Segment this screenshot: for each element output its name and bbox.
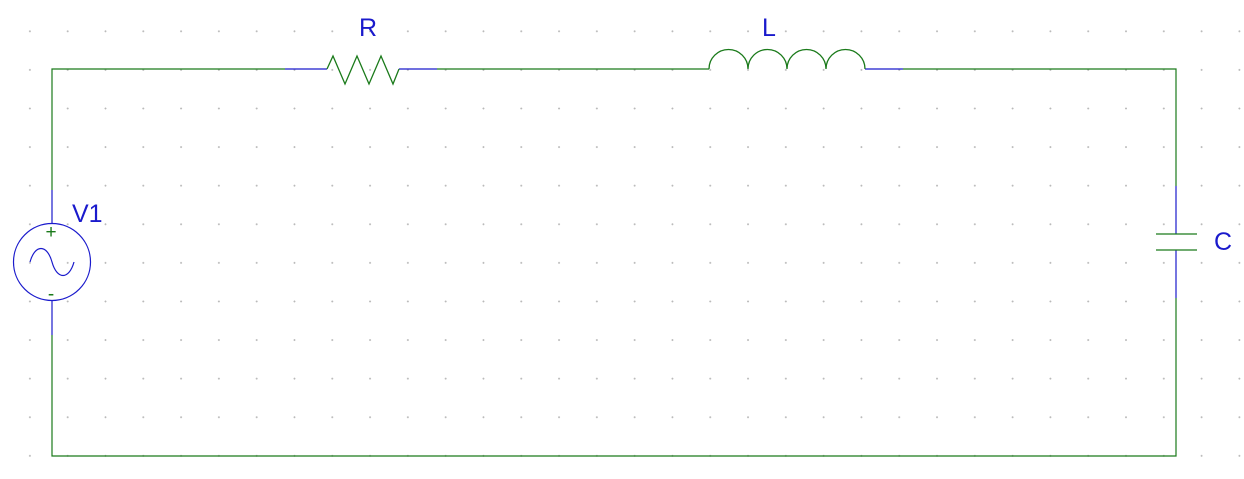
capacitor-symbol [1156,233,1197,251]
inductor-label: L [762,14,776,42]
wire-top-left [51,68,285,190]
capacitor[interactable]: C [1156,186,1232,298]
resistor[interactable]: R [285,14,437,86]
ac-voltage-source-symbol [12,222,92,302]
voltage-source[interactable]: V1 + - [12,190,103,335]
source-label: V1 [72,200,103,228]
inductor[interactable]: L [708,14,903,70]
wires [51,68,1177,457]
inductor-symbol [708,48,866,70]
wire-bottom [51,298,1177,457]
resistor-label: R [359,14,377,42]
sine-wave-icon [29,247,75,277]
wire-top-right [903,68,1177,186]
source-plus-sign: + [45,222,56,243]
capacitor-label: C [1214,228,1232,256]
source-minus-sign: - [48,284,54,305]
resistor-symbol [326,54,400,86]
